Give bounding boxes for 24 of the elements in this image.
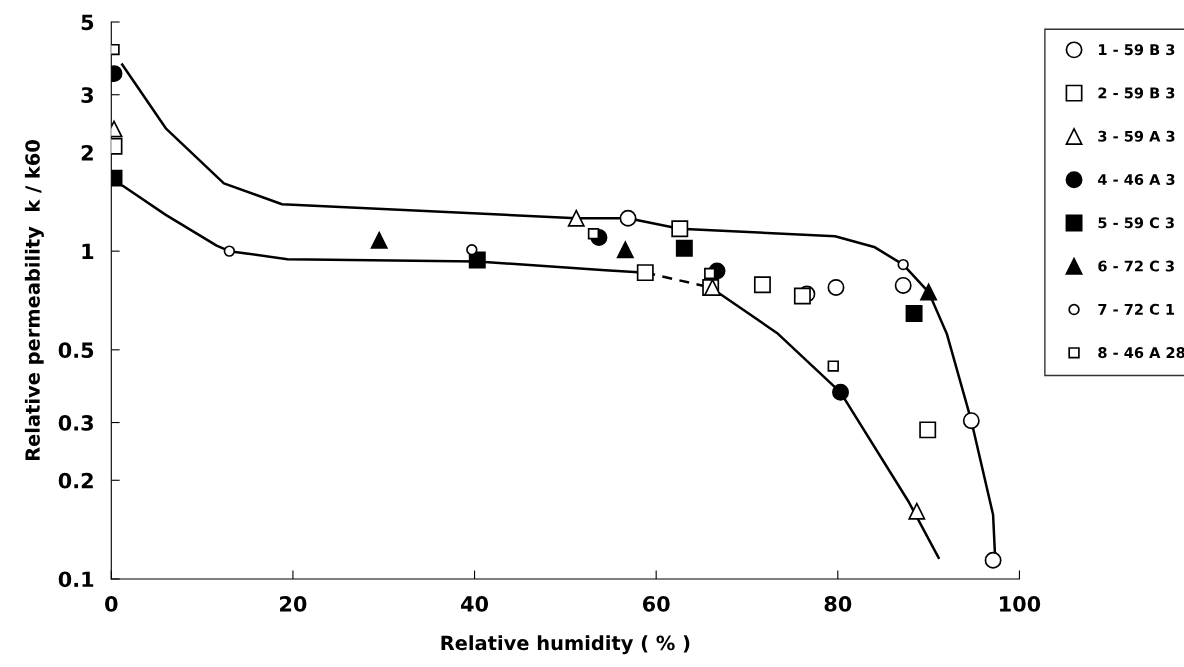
legend-label: 3 - 59 A 3: [1098, 130, 1175, 142]
x-tick-label: 80: [824, 595, 852, 612]
y-tick-label: 5: [81, 14, 94, 31]
legend-label: 6 - 72 C 3: [1098, 260, 1174, 272]
x-axis-title: Relative humidity ( % ): [441, 635, 690, 655]
x-tick-label: 0: [105, 595, 118, 612]
y-tick-label: 3: [81, 87, 93, 103]
x-tick-label: 60: [642, 595, 670, 612]
legend-label: 4 - 46 A 3: [1098, 173, 1175, 186]
y-tick-label: 1: [82, 243, 94, 260]
y-axis-title: Relative permeability k / k60: [24, 140, 44, 461]
x-tick-label: 40: [460, 595, 489, 612]
legend-label: 8 - 46 A 28: [1098, 347, 1184, 359]
y-tick-label: 0.1: [58, 571, 94, 588]
legend-label: 1 - 59 B 3: [1099, 44, 1175, 56]
legend-label: 5 - 59 C 3: [1098, 217, 1174, 229]
x-tick-label: 100: [1000, 595, 1041, 612]
y-tick-label: 0.2: [58, 472, 93, 489]
y-tick-label: 2: [81, 144, 93, 161]
legend-label: 2 - 59 B 3: [1098, 87, 1175, 99]
x-tick-label: 20: [280, 595, 307, 612]
y-tick-label: 0.3: [58, 415, 93, 431]
legend-label: 7 - 72 C 1: [1098, 303, 1175, 315]
y-tick-label: 0.5: [58, 342, 94, 359]
